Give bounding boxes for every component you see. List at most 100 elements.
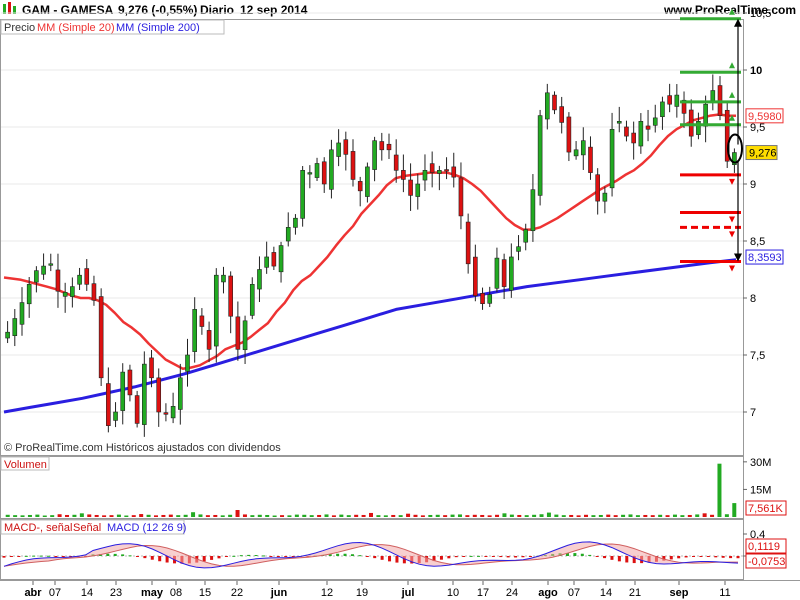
volume-bar (672, 514, 677, 517)
candle-body (185, 354, 190, 372)
legend-ma200: MM (Simple 200) (116, 22, 200, 34)
volume-bar (294, 514, 299, 517)
candle-body (559, 106, 564, 123)
candle-body (264, 256, 269, 268)
candle-body (465, 221, 471, 265)
volume-bar (13, 515, 18, 517)
volume-bar (383, 515, 388, 517)
candle-body (98, 296, 104, 379)
candle-body (566, 116, 572, 153)
volume-bar (198, 514, 203, 517)
volume-bar (398, 515, 403, 517)
candle-body (249, 284, 255, 316)
candle-body (660, 101, 665, 118)
candle-body (357, 181, 363, 192)
volume-bar (27, 514, 32, 517)
macd-hist-bar (610, 556, 614, 560)
volume-bar (109, 515, 114, 517)
macd-hist-bar (128, 555, 132, 557)
candle-body (552, 94, 557, 111)
macd-hist-bar (291, 556, 295, 558)
volume-bar (472, 514, 477, 517)
candle-body (242, 320, 248, 351)
macd-panel: MACD-, señal Señal MACD (12 26 9) (0, 519, 743, 569)
site-link[interactable]: www.ProRealTime.com (663, 3, 796, 17)
candle-body (674, 94, 680, 107)
signal-line (3, 543, 738, 567)
candles (5, 74, 737, 437)
macd-hist-bar (714, 556, 718, 558)
volume-tick-label: 30M (750, 457, 771, 469)
macd-hist-bar (276, 556, 280, 557)
level-arrows (727, 8, 743, 272)
candle-body (602, 192, 608, 202)
candle-body (307, 172, 313, 175)
macd-hist-bar (677, 556, 681, 559)
volume-bar (242, 514, 247, 517)
macd-tick-label: 0,4 (750, 529, 765, 541)
volume-bar (220, 515, 225, 517)
candle-body (343, 139, 349, 155)
candle-body (710, 90, 716, 102)
macd-label: MACD (12 26 9) (107, 522, 186, 534)
macd-hist-bar (336, 553, 340, 556)
volume-bar (79, 513, 84, 517)
x-tick-label: may (141, 587, 164, 599)
macd-hist-bar (358, 555, 362, 557)
candle-body (257, 269, 262, 290)
volume-panel: Volumen (0, 456, 737, 517)
candle-body (545, 92, 550, 120)
volume-bar (72, 514, 77, 517)
volume-tick-label: 15M (750, 484, 771, 496)
macd-hist-bar (217, 556, 221, 559)
volume-bar (191, 512, 196, 517)
volume-bar (302, 514, 307, 517)
volume-bar (87, 514, 92, 517)
x-tick-label: jun (270, 587, 288, 599)
candle-body (70, 286, 75, 297)
volume-bar (413, 514, 418, 517)
volume-bar (153, 515, 158, 517)
volume-bar (250, 515, 255, 517)
candle-body (206, 330, 212, 350)
volume-bar (680, 515, 685, 517)
candle-body (696, 121, 701, 135)
price-tick-label: 9 (750, 179, 756, 191)
candle-body (285, 227, 291, 242)
volume-bar (724, 514, 729, 517)
candle-body (221, 274, 226, 283)
candle-body (26, 284, 32, 305)
x-tick-label: 15 (199, 587, 211, 599)
candle-body (149, 357, 154, 379)
x-tick-label: 12 (321, 587, 333, 599)
volume-bar (116, 514, 121, 517)
support-marker (729, 265, 735, 272)
x-tick-label: abr (24, 587, 42, 599)
volume-bar (420, 515, 425, 517)
volume-bar (650, 515, 655, 517)
resistance-marker (729, 91, 735, 98)
candle-body (703, 103, 708, 127)
macd-hist-bar (135, 556, 139, 557)
candle-body (401, 170, 406, 180)
volume-bar (717, 463, 722, 517)
candle-body (609, 128, 615, 189)
macd-hist-bar (61, 556, 65, 557)
volume-bar (139, 514, 144, 517)
x-tick-label: sep (670, 587, 689, 599)
price-tick-label: 10,5 (750, 8, 771, 20)
macd-hist-bar (632, 556, 636, 564)
candle-body (12, 318, 18, 337)
candle-body (178, 377, 183, 410)
support-marker (729, 178, 735, 185)
macd-hist-bar (254, 555, 258, 557)
candle-body (300, 170, 305, 219)
volume-bar (487, 515, 492, 517)
volume-bar (480, 514, 485, 517)
candle-body (473, 256, 478, 297)
arrow-down-icon (734, 253, 742, 262)
ma200-line (3, 258, 737, 414)
volume-bar (287, 515, 292, 517)
macd-hist-bar (684, 556, 688, 558)
